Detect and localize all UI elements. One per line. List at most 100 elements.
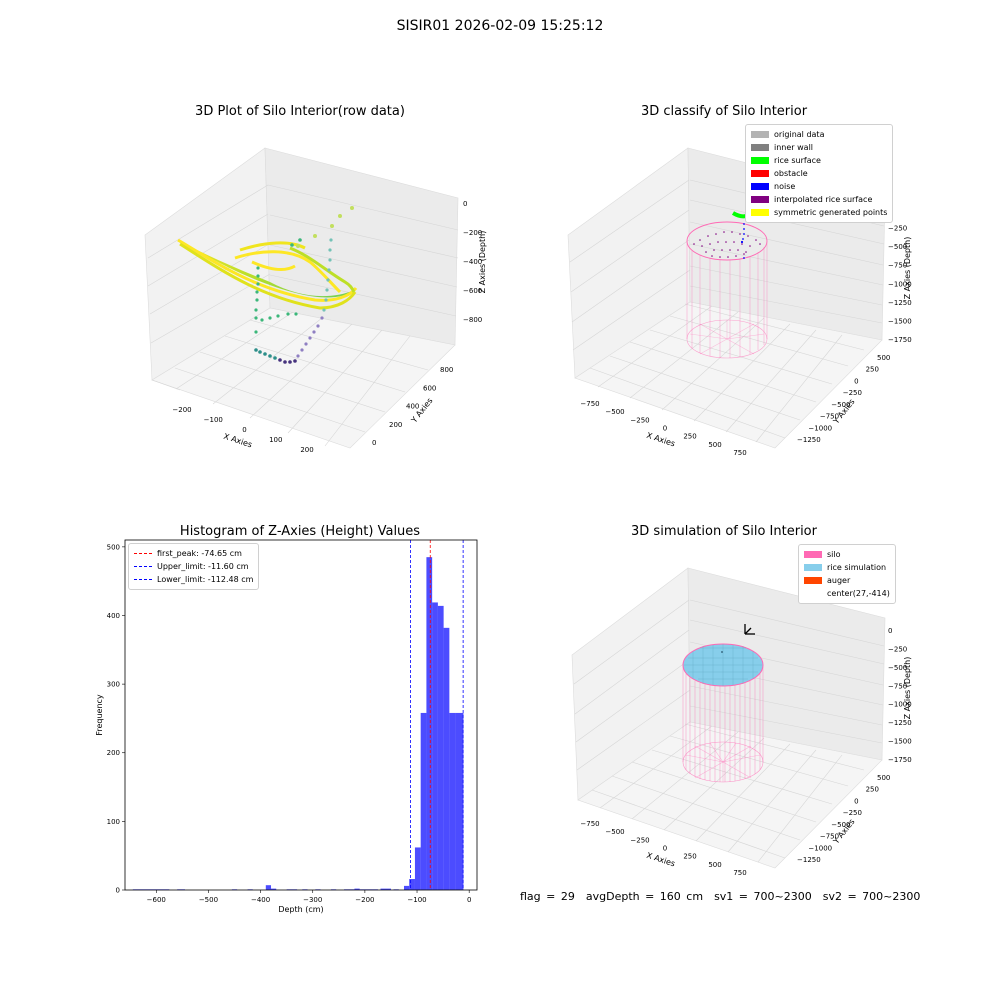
legend-swatch xyxy=(134,579,152,580)
histogram-y-tick-label: 400 xyxy=(107,612,120,620)
simulation-x-tick-label: 750 xyxy=(733,869,746,877)
classify-silo-wireframe xyxy=(686,221,768,359)
classify-plot-title: 3D classify of Silo Interior xyxy=(640,104,808,119)
legend-swatch xyxy=(751,157,769,164)
histogram-bar xyxy=(409,879,415,890)
legend-label: interpolated rice surface xyxy=(774,195,873,204)
status-footer: flag = 29 avgDepth = 160 cm sv1 = 700~23… xyxy=(520,890,920,903)
simulation-y-tick-label: 250 xyxy=(866,786,879,794)
histogram-bar xyxy=(354,888,360,890)
sv1-value: sv1 = 700~2300 xyxy=(714,890,812,903)
avg-depth-value: avgDepth = 160 cm xyxy=(585,890,704,903)
sim-rice-surface xyxy=(682,643,764,687)
raw-floor-pane xyxy=(151,307,456,449)
raw-y-tick-label: 0 xyxy=(372,439,376,447)
raw-z-tick-label: −200 xyxy=(463,229,482,237)
simulation-z-tick-label: −1000 xyxy=(888,701,912,709)
legend-label: original data xyxy=(774,130,825,139)
raw-z-tick-label: −600 xyxy=(463,287,482,295)
legend-entry: silo xyxy=(804,548,890,561)
histogram-bar xyxy=(414,847,421,890)
histogram-bar xyxy=(420,712,427,890)
histogram-bar xyxy=(271,888,277,890)
simulation-z-tick-label: −1250 xyxy=(888,719,912,727)
histogram-x-tick-label: −600 xyxy=(147,896,166,904)
classify-x-axis-label: X Axies xyxy=(645,431,676,449)
legend-entry: rice simulation xyxy=(804,561,890,574)
legend-label: noise xyxy=(774,182,796,191)
legend-entry: Lower_limit: -112.48 cm xyxy=(134,573,253,586)
legend-swatch xyxy=(804,590,822,597)
simulation-x-tick-label: −500 xyxy=(605,828,624,836)
legend-entry: inner wall xyxy=(751,141,887,154)
legend-entry: original data xyxy=(751,128,887,141)
simulation-x-tick-label: −250 xyxy=(630,836,649,844)
simulation-x-axis-label: X Axies xyxy=(645,851,676,869)
histogram-bar xyxy=(455,712,464,890)
simulation-x-tick-label: 500 xyxy=(708,861,721,869)
histogram-x-tick-label: −400 xyxy=(251,896,270,904)
classify-y-tick-label: −750 xyxy=(820,413,839,421)
legend-swatch xyxy=(751,209,769,216)
raw-y-tick-label: 400 xyxy=(406,403,419,411)
legend-label: center(27,-414) xyxy=(827,589,890,598)
histogram-x-tick-label: 0 xyxy=(467,896,471,904)
histogram-bar xyxy=(426,557,433,890)
legend-swatch xyxy=(134,553,152,554)
classify-z-tick-label: −1000 xyxy=(888,280,912,288)
classify-rice-surface-points xyxy=(731,211,747,219)
legend-label: silo xyxy=(827,550,841,559)
classify-x-tick-label: 0 xyxy=(663,425,667,433)
legend-entry: center(27,-414) xyxy=(804,587,890,600)
classify-noise-points xyxy=(740,223,745,259)
simulation-z-axis-label: Z Axies (Depth) xyxy=(903,657,912,720)
sv2-value: sv2 = 700~2300 xyxy=(822,890,921,903)
legend-entry: obstacle xyxy=(751,167,887,180)
histogram-x-tick-label: −200 xyxy=(355,896,374,904)
simulation-y-tick-label: −500 xyxy=(831,821,850,829)
raw-x-tick-label: −200 xyxy=(172,406,191,414)
histogram-x-tick-label: −100 xyxy=(407,896,426,904)
legend-swatch xyxy=(751,144,769,151)
histogram-bar xyxy=(437,605,444,890)
histogram-x-axis-label: Depth (cm) xyxy=(278,905,323,914)
histogram-bar xyxy=(380,888,391,890)
legend-label: first_peak: -74.65 cm xyxy=(157,549,242,558)
histogram-bar xyxy=(449,712,456,890)
legend-label: Upper_limit: -11.60 cm xyxy=(157,562,249,571)
classify-z-tick-label: −1500 xyxy=(888,317,912,325)
histogram-x-tick-label: −300 xyxy=(303,896,322,904)
classify-x-tick-label: −750 xyxy=(580,400,599,408)
simulation-z-tick-label: 0 xyxy=(888,627,892,635)
raw-y-tick-label: 600 xyxy=(423,384,436,392)
raw-z-axis-label: Z Axies (Depth) xyxy=(478,231,487,294)
legend-swatch xyxy=(804,564,822,571)
simulation-z-tick-label: −1750 xyxy=(888,756,912,764)
figure-title: SISIR01 2026-02-09 15:25:12 xyxy=(396,18,604,34)
legend-swatch xyxy=(751,170,769,177)
classify-x-tick-label: 750 xyxy=(733,449,746,457)
raw-plot-title: 3D Plot of Silo Interior(row data) xyxy=(195,104,405,119)
raw-x-axis-label: X Axies xyxy=(222,432,253,450)
raw-point-cloud xyxy=(177,206,358,364)
legend-entry: rice surface xyxy=(751,154,887,167)
histogram-x-tick-label: −500 xyxy=(199,896,218,904)
classify-z-tick-label: −250 xyxy=(888,225,907,233)
legend-swatch xyxy=(751,131,769,138)
histogram-y-tick-label: 0 xyxy=(116,887,120,895)
legend-swatch xyxy=(751,183,769,190)
histogram-y-tick-label: 200 xyxy=(107,749,120,757)
histogram-y-tick-label: 500 xyxy=(107,543,120,551)
classify-z-axis-label: Z Axies (Depth) xyxy=(903,237,912,300)
classify-legend: original data inner wall rice surface obsta… xyxy=(745,124,894,223)
raw-grid xyxy=(147,184,459,447)
raw-z-tick-label: 0 xyxy=(463,200,467,208)
simulation-3d-axes xyxy=(571,567,886,869)
legend-swatch xyxy=(804,551,822,558)
classify-y-tick-label: −250 xyxy=(843,389,862,397)
simulation-plot-title: 3D simulation of Silo Interior xyxy=(631,524,817,539)
sim-floor-pane xyxy=(577,721,883,869)
raw-z-tick-label: −400 xyxy=(463,258,482,266)
legend-entry: auger xyxy=(804,574,890,587)
simulation-z-tick-label: −500 xyxy=(888,664,907,672)
